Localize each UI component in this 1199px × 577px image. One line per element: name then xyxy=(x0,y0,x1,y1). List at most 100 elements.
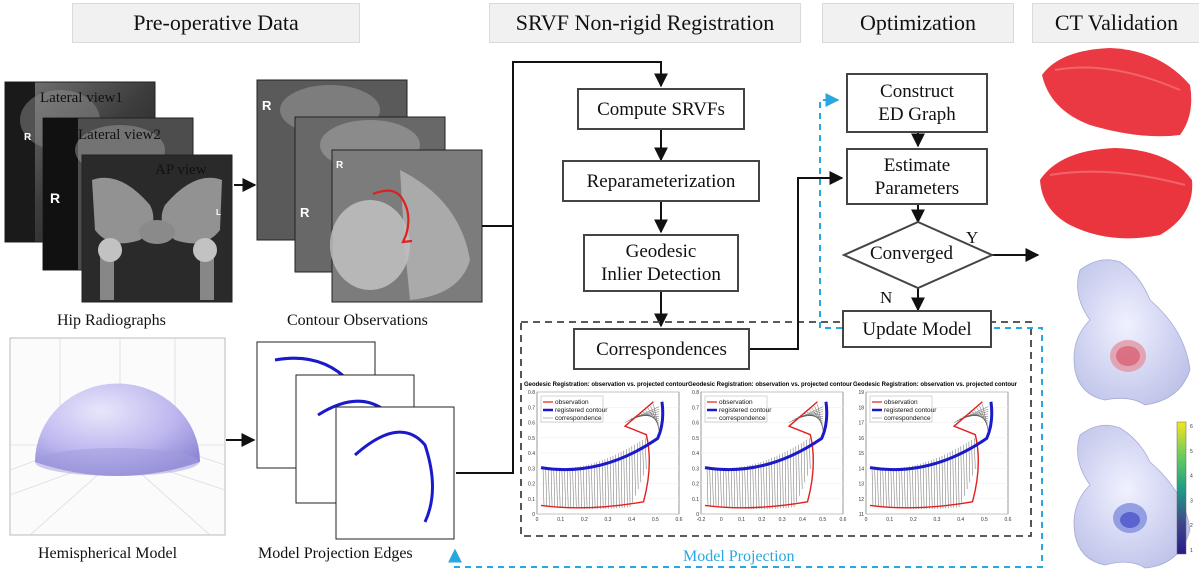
construct-line2: ED Graph xyxy=(878,104,956,125)
plots-container xyxy=(520,321,1032,537)
plot1-xtick-0: 0 xyxy=(536,517,539,523)
plot1-ytick-0: 0.8 xyxy=(528,390,535,396)
arrow-correspondences-to-estimate xyxy=(750,171,844,350)
plot2-xtick-7: 0.6 xyxy=(840,517,847,523)
plot3-correspondence-32 xyxy=(957,447,960,508)
plot1-correspondence-28 xyxy=(618,453,620,509)
plot3-xtick-3: 0.3 xyxy=(934,517,941,523)
plot3-correspondence-2 xyxy=(877,468,879,507)
plot1-legend-label-0: observation xyxy=(555,399,589,406)
plot3-correspondence-22 xyxy=(930,460,933,510)
estimate-line1: Estimate xyxy=(883,154,951,176)
plot2-correspondence-24 xyxy=(771,458,773,509)
plot1-correspondence-18 xyxy=(591,463,593,510)
plot1-ytick-5: 0.3 xyxy=(528,466,535,472)
plot2-xtick-4: 0.3 xyxy=(779,517,786,523)
plot2-correspondence-15 xyxy=(747,465,749,509)
plot2-correspondence-13 xyxy=(741,466,744,509)
plot2-legend-label-2: correspondence xyxy=(719,415,766,422)
plot2-xtick-6: 0.5 xyxy=(819,517,826,523)
caption-hip-radiographs: Hip Radiographs xyxy=(57,312,166,329)
plot-title-1: Geodesic Registration: observation vs. p… xyxy=(524,382,689,388)
plot1-correspondence-17 xyxy=(588,464,590,510)
plot3-correspondence-12 xyxy=(904,467,906,509)
plot2-registered-curve xyxy=(704,401,829,472)
plot3-correspondence-4 xyxy=(882,468,884,507)
plot2-ytick-2: 0.6 xyxy=(692,421,699,427)
plot1-ytick-2: 0.6 xyxy=(528,421,535,427)
ap-view-label: AP view xyxy=(155,162,207,178)
plot1-correspondence-15 xyxy=(583,465,585,509)
plot1-legend-label-2: correspondence xyxy=(555,415,602,422)
plot1-correspondence-27 xyxy=(615,454,617,509)
plot1-ytick-4: 0.4 xyxy=(528,451,535,457)
plot1-xtick-1: 0.1 xyxy=(557,517,564,523)
plot2-correspondence-37 xyxy=(806,439,808,476)
plot3-xtick-5: 0.5 xyxy=(981,517,988,523)
correspondences-box: Correspondences xyxy=(573,328,750,370)
plot3-ytick-8: 11 xyxy=(859,512,864,518)
geodesic-line2: Inlier Detection xyxy=(601,264,721,285)
plot1-correspondence-21 xyxy=(599,461,601,510)
plot1-correspondence-12 xyxy=(575,467,577,509)
plot3-correspondence-27 xyxy=(944,454,946,509)
plot1-correspondence-13 xyxy=(577,466,580,509)
estimate-parameters-box: Estimate Parameters xyxy=(846,148,988,205)
plot2-xtick-2: 0.1 xyxy=(738,517,745,523)
plot2-corr-tail-0 xyxy=(788,406,824,423)
plot1-ytick-6: 0.2 xyxy=(528,482,535,488)
plot3-correspondence-8 xyxy=(893,468,895,508)
reparameterization-box: Reparameterization xyxy=(562,160,760,202)
colorbar-tick-4: 2 xyxy=(1190,523,1193,529)
plot1-corr-tail-0 xyxy=(624,406,660,423)
plot3-corr-tail-10 xyxy=(982,404,989,432)
plot3-ytick-6: 13 xyxy=(858,482,864,488)
plot2-corr-tail-5 xyxy=(803,413,824,420)
header-optimization: Optimization xyxy=(822,3,1014,43)
plot3-correspondence-3 xyxy=(879,468,882,507)
plot2-correspondence-28 xyxy=(782,453,784,509)
plot2-ytick-7: 0.1 xyxy=(692,497,699,503)
plot1-corr-tail-7 xyxy=(644,409,660,424)
plot2-xtick-5: 0.4 xyxy=(799,517,806,523)
hemispherical-model-panel xyxy=(9,337,226,536)
plot3-correspondence-20 xyxy=(925,462,928,510)
plot1-correspondence-2 xyxy=(548,468,550,507)
header-srvf-registration: SRVF Non-rigid Registration xyxy=(489,3,801,43)
no-label: N xyxy=(880,288,893,307)
colorbar-tick-1: 5 xyxy=(1190,449,1193,455)
plot2-legend-label-0: observation xyxy=(719,399,753,406)
plot2-correspondence-29 xyxy=(784,451,787,508)
plot2-correspondence-32 xyxy=(792,447,795,508)
plot3-correspondence-11 xyxy=(901,467,903,509)
plot3-corr-tail-6 xyxy=(970,411,989,422)
plot1-correspondence-6 xyxy=(558,468,561,508)
plot1-ytick-8: 0 xyxy=(532,512,535,518)
caption-hemispherical-model: Hemispherical Model xyxy=(38,545,178,562)
plot2-ytick-1: 0.7 xyxy=(692,405,699,411)
plot2-correspondence-16 xyxy=(749,465,752,510)
plot3-ytick-2: 17 xyxy=(858,421,864,427)
plot1-correspondence-5 xyxy=(556,468,558,507)
plot1-correspondence-3 xyxy=(550,468,553,507)
radiograph-ap-view xyxy=(81,154,233,303)
ct-mesh-red-1 xyxy=(1042,48,1192,137)
plot2-correspondence-2 xyxy=(712,468,714,507)
plot1-registered-curve xyxy=(540,401,665,472)
registration-plots: Geodesic Registration: observation vs. p… xyxy=(524,380,1193,554)
plot2-correspondence-27 xyxy=(779,454,781,509)
plot1-correspondence-31 xyxy=(626,449,628,508)
xray-marker-r-1: R xyxy=(24,132,32,143)
plot2-correspondence-38 xyxy=(809,438,811,469)
plot2-ytick-6: 0.2 xyxy=(692,482,699,488)
plot3-correspondence-13 xyxy=(906,466,909,509)
colorbar-tick-0: 6 xyxy=(1190,424,1193,430)
plot3-correspondence-0 xyxy=(871,467,874,506)
plot1-correspondence-0 xyxy=(542,467,545,506)
plot3-correspondence-5 xyxy=(885,468,887,507)
plot2-xtick-3: 0.2 xyxy=(758,517,765,523)
plot2-correspondence-11 xyxy=(736,467,738,509)
plot1-corr-tail-10 xyxy=(653,404,660,432)
yes-label: Y xyxy=(966,228,979,247)
